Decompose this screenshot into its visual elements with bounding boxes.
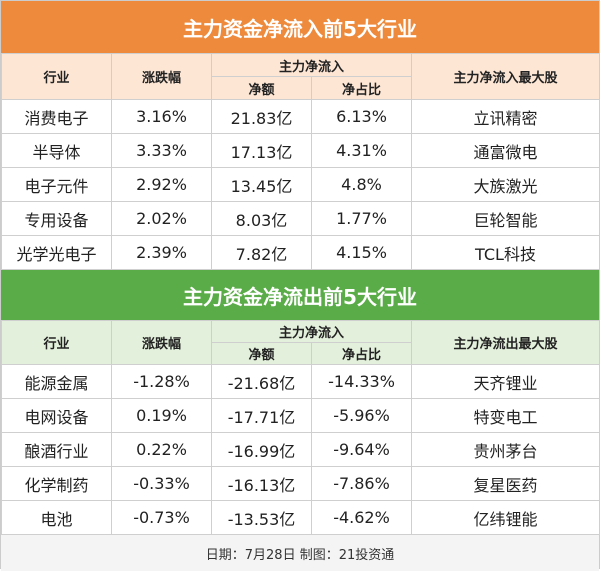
- data-cell: 3.33%: [111, 133, 212, 168]
- data-cell: 光学光电子: [1, 235, 112, 270]
- header-cell: 主力净流入: [210, 53, 413, 77]
- header-cell: 主力净流入: [210, 320, 413, 343]
- data-cell: 0.19%: [111, 398, 212, 433]
- data-cell: 17.13亿: [211, 133, 312, 168]
- data-cell: 13.45亿: [211, 167, 312, 202]
- data-cell: -1.28%: [111, 364, 212, 399]
- data-cell: 复星医药: [411, 466, 600, 501]
- data-row: 电池 -0.73% -13.53亿 -4.62% 亿纬锂能: [1, 500, 600, 535]
- data-cell: 贵州茅台: [411, 432, 600, 467]
- data-cell: 大族激光: [411, 167, 600, 202]
- data-cell: 2.39%: [111, 235, 212, 270]
- data-row: 专用设备 2.02% 8.03亿 1.77% 巨轮智能: [1, 201, 600, 236]
- data-cell: 化学制药: [1, 466, 112, 501]
- data-cell: -13.53亿: [211, 500, 312, 535]
- data-cell: -9.64%: [310, 432, 413, 467]
- data-cell: 巨轮智能: [411, 201, 600, 236]
- header-cell: 行业: [1, 320, 112, 365]
- data-cell: 消费电子: [1, 99, 112, 134]
- data-cell: -16.13亿: [211, 466, 312, 501]
- header-cell: 主力净流入最大股: [411, 53, 600, 100]
- data-cell: 6.13%: [310, 99, 413, 134]
- data-cell: 4.31%: [310, 133, 413, 168]
- data-cell: 21.83亿: [211, 99, 312, 134]
- data-cell: 电网设备: [1, 398, 112, 433]
- header-row: 净额 净占比: [2, 342, 600, 365]
- data-row: 能源金属 -1.28% -21.68亿 -14.33% 天齐锂业: [1, 364, 600, 399]
- table-section: 主力资金净流出前5大行业 行业 涨跌幅 主力净流入 主力净流出最大股 净额 净占比 能源金属 -…: [1, 270, 600, 535]
- data-cell: -17.71亿: [211, 398, 312, 433]
- header-cell: 净额: [211, 76, 312, 100]
- data-cell: -5.96%: [310, 398, 413, 433]
- data-cell: -4.62%: [310, 500, 413, 535]
- data-cell: 特变电工: [411, 398, 600, 433]
- footer: 日期：7月28日 制图：21投资通: [1, 535, 599, 571]
- data-cell: -0.73%: [111, 500, 212, 535]
- data-row: 电子元件 2.92% 13.45亿 4.8% 大族激光: [1, 167, 600, 202]
- data-cell: -14.33%: [310, 364, 413, 399]
- data-row: 半导体 3.33% 17.13亿 4.31% 通富微电: [1, 133, 600, 168]
- data-cell: 半导体: [1, 133, 112, 168]
- header-cell: 净占比: [310, 76, 413, 100]
- data-cell: 天齐锂业: [411, 364, 600, 399]
- data-cell: 立讯精密: [411, 99, 600, 134]
- header-cell: 涨跌幅: [111, 320, 212, 365]
- data-cell: 1.77%: [310, 201, 413, 236]
- header-cell: 行业: [1, 53, 112, 100]
- data-cell: 3.16%: [111, 99, 212, 134]
- header-cell: 涨跌幅: [111, 53, 212, 100]
- data-table: 行业 涨跌幅 主力净流入 主力净流入最大股 净额 净占比 消费电子 3.16% 21.83亿 6.…: [1, 53, 600, 270]
- data-cell: TCL科技: [411, 235, 600, 270]
- data-row: 化学制药 -0.33% -16.13亿 -7.86% 复星医药: [1, 466, 600, 501]
- data-cell: 亿纬锂能: [411, 500, 600, 535]
- data-cell: 酿酒行业: [1, 432, 112, 467]
- data-cell: 电子元件: [1, 167, 112, 202]
- data-table: 行业 涨跌幅 主力净流入 主力净流出最大股 净额 净占比 能源金属 -1.28% -21.68亿…: [1, 320, 600, 535]
- data-cell: -21.68亿: [211, 364, 312, 399]
- header-row: 行业 涨跌幅 主力净流入 主力净流入最大股: [1, 53, 600, 100]
- data-cell: 2.02%: [111, 201, 212, 236]
- data-cell: 0.22%: [111, 432, 212, 467]
- sections: 主力资金净流入前5大行业 行业 涨跌幅 主力净流入 主力净流入最大股 净额 净占比 消费电子 3…: [1, 1, 600, 535]
- data-cell: 通富微电: [411, 133, 600, 168]
- header-row: 行业 涨跌幅 主力净流入 主力净流出最大股: [1, 320, 600, 365]
- header-cell: 净占比: [310, 342, 413, 365]
- data-cell: -0.33%: [111, 466, 212, 501]
- data-cell: -7.86%: [310, 466, 413, 501]
- data-cell: 2.92%: [111, 167, 212, 202]
- section-title: 主力资金净流出前5大行业: [1, 270, 599, 320]
- data-cell: 4.15%: [310, 235, 413, 270]
- data-cell: 能源金属: [1, 364, 112, 399]
- header-cell: 净额: [211, 342, 312, 365]
- data-row: 消费电子 3.16% 21.83亿 6.13% 立讯精密: [1, 99, 600, 134]
- section-title: 主力资金净流入前5大行业: [1, 1, 599, 53]
- data-cell: 4.8%: [310, 167, 413, 202]
- data-cell: 电池: [1, 500, 112, 535]
- data-row: 光学光电子 2.39% 7.82亿 4.15% TCL科技: [1, 235, 600, 270]
- data-row: 电网设备 0.19% -17.71亿 -5.96% 特变电工: [1, 398, 600, 433]
- header-cell: 主力净流出最大股: [411, 320, 600, 365]
- data-cell: -16.99亿: [211, 432, 312, 467]
- table-section: 主力资金净流入前5大行业 行业 涨跌幅 主力净流入 主力净流入最大股 净额 净占比 消费电子 3…: [1, 1, 600, 270]
- data-cell: 专用设备: [1, 201, 112, 236]
- data-cell: 8.03亿: [211, 201, 312, 236]
- data-row: 酿酒行业 0.22% -16.99亿 -9.64% 贵州茅台: [1, 432, 600, 467]
- data-cell: 7.82亿: [211, 235, 312, 270]
